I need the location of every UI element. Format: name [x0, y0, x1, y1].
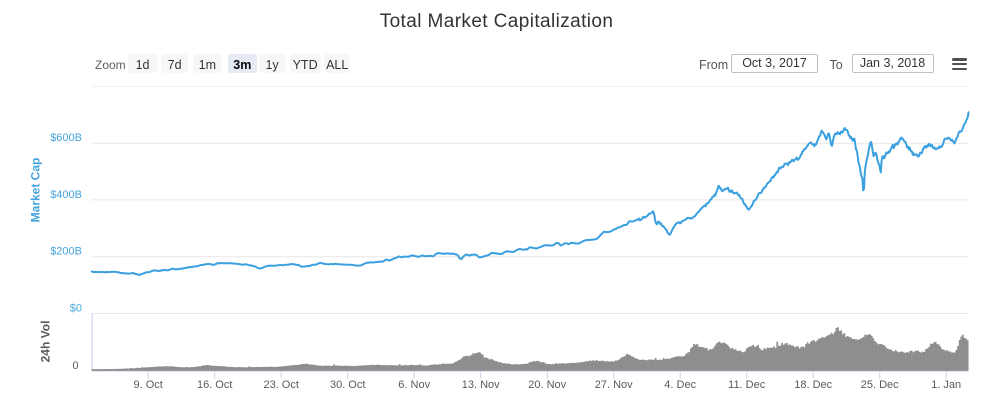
svg-text:$400B: $400B [50, 189, 82, 201]
svg-text:27. Nov: 27. Nov [595, 379, 633, 391]
svg-text:24h Vol: 24h Vol [39, 321, 53, 363]
svg-text:9. Oct: 9. Oct [134, 379, 163, 391]
svg-text:1. Jan: 1. Jan [931, 379, 961, 391]
svg-text:18. Dec: 18. Dec [794, 379, 832, 391]
svg-text:Market Cap: Market Cap [29, 158, 43, 223]
svg-text:11. Dec: 11. Dec [728, 379, 766, 391]
svg-text:30. Oct: 30. Oct [330, 379, 365, 391]
svg-text:0: 0 [72, 360, 78, 372]
svg-text:25. Dec: 25. Dec [861, 379, 899, 391]
svg-text:23. Oct: 23. Oct [263, 379, 298, 391]
svg-text:13. Nov: 13. Nov [462, 379, 500, 391]
svg-text:4. Dec: 4. Dec [664, 379, 696, 391]
svg-text:20. Nov: 20. Nov [528, 379, 566, 391]
svg-text:$0: $0 [70, 302, 82, 314]
svg-text:16. Oct: 16. Oct [197, 379, 232, 391]
svg-text:$200B: $200B [50, 246, 82, 258]
svg-text:$600B: $600B [50, 132, 82, 144]
svg-text:6. Nov: 6. Nov [398, 379, 430, 391]
